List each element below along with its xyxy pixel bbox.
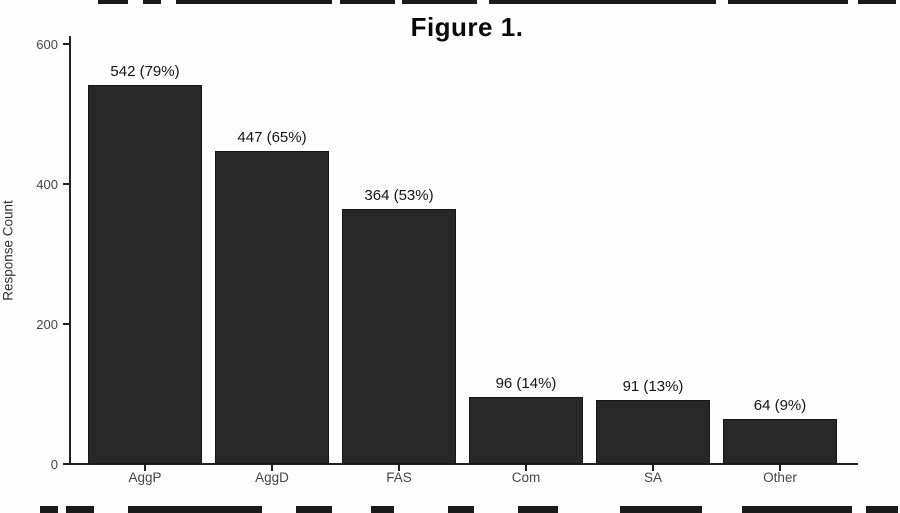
bar-sa — [596, 400, 710, 464]
bar-value-label-aggp: 542 (79%) — [110, 62, 180, 80]
cropped-text-artifact-bottom — [296, 506, 332, 513]
bar-value-label-other: 64 (9%) — [753, 397, 807, 415]
cropped-text-artifact-bottom — [742, 506, 852, 513]
x-tick-label-com: Com — [511, 470, 541, 485]
x-tick-mark-aggd — [271, 465, 273, 471]
cropped-text-artifact-bottom — [448, 506, 474, 513]
bar-value-label-com: 96 (14%) — [495, 374, 557, 392]
x-tick-mark-other — [779, 465, 781, 471]
y-tick-label-0: 0 — [50, 456, 58, 472]
y-tick-label-200: 200 — [36, 316, 58, 332]
y-tick-mark-600 — [63, 43, 69, 45]
x-tick-mark-fas — [398, 465, 400, 471]
cropped-text-artifact-top — [858, 0, 896, 4]
chart-title: Figure 1. — [410, 12, 524, 42]
bar-aggp — [88, 84, 202, 464]
cropped-text-artifact-bottom — [518, 506, 558, 513]
bar-other — [723, 419, 837, 464]
cropped-text-artifact-top — [728, 0, 848, 4]
x-tick-label-aggp: AggP — [128, 470, 162, 485]
y-tick-mark-0 — [63, 463, 69, 465]
x-tick-mark-com — [525, 465, 527, 471]
cropped-text-artifact-top — [98, 0, 128, 4]
cropped-text-artifact-bottom — [66, 506, 94, 513]
x-tick-mark-sa — [652, 465, 654, 471]
cropped-text-artifact-top — [489, 0, 716, 4]
y-tick-mark-200 — [63, 323, 69, 325]
y-tick-mark-400 — [63, 183, 69, 185]
x-tick-label-sa: SA — [643, 470, 662, 485]
cropped-text-artifact-top — [340, 0, 395, 4]
cropped-text-artifact-top — [143, 0, 161, 4]
bar-fas — [342, 209, 456, 464]
cropped-text-artifact-bottom — [866, 506, 898, 513]
cropped-text-artifact-top — [402, 0, 477, 4]
bar-value-label-aggd: 447 (65%) — [237, 129, 307, 147]
cropped-text-artifact-bottom — [620, 506, 702, 513]
cropped-text-artifact-bottom — [371, 506, 394, 513]
x-tick-label-other: Other — [763, 470, 797, 485]
cropped-text-artifact-bottom — [40, 506, 58, 513]
y-axis-line — [69, 36, 71, 465]
y-tick-label-600: 600 — [36, 36, 58, 52]
bar-value-label-fas: 364 (53%) — [364, 187, 434, 205]
bar-com — [469, 396, 583, 464]
x-tick-label-aggd: AggD — [255, 470, 289, 485]
x-tick-mark-aggp — [144, 465, 146, 471]
y-tick-label-400: 400 — [36, 176, 58, 192]
x-tick-label-fas: FAS — [386, 470, 412, 485]
cropped-text-artifact-top — [176, 0, 332, 4]
y-axis-title: Response Count — [0, 200, 16, 301]
cropped-text-artifact-bottom — [128, 506, 262, 513]
bar-value-label-sa: 91 (13%) — [622, 378, 684, 396]
bar-aggd — [215, 151, 329, 464]
x-axis-line — [69, 463, 858, 465]
